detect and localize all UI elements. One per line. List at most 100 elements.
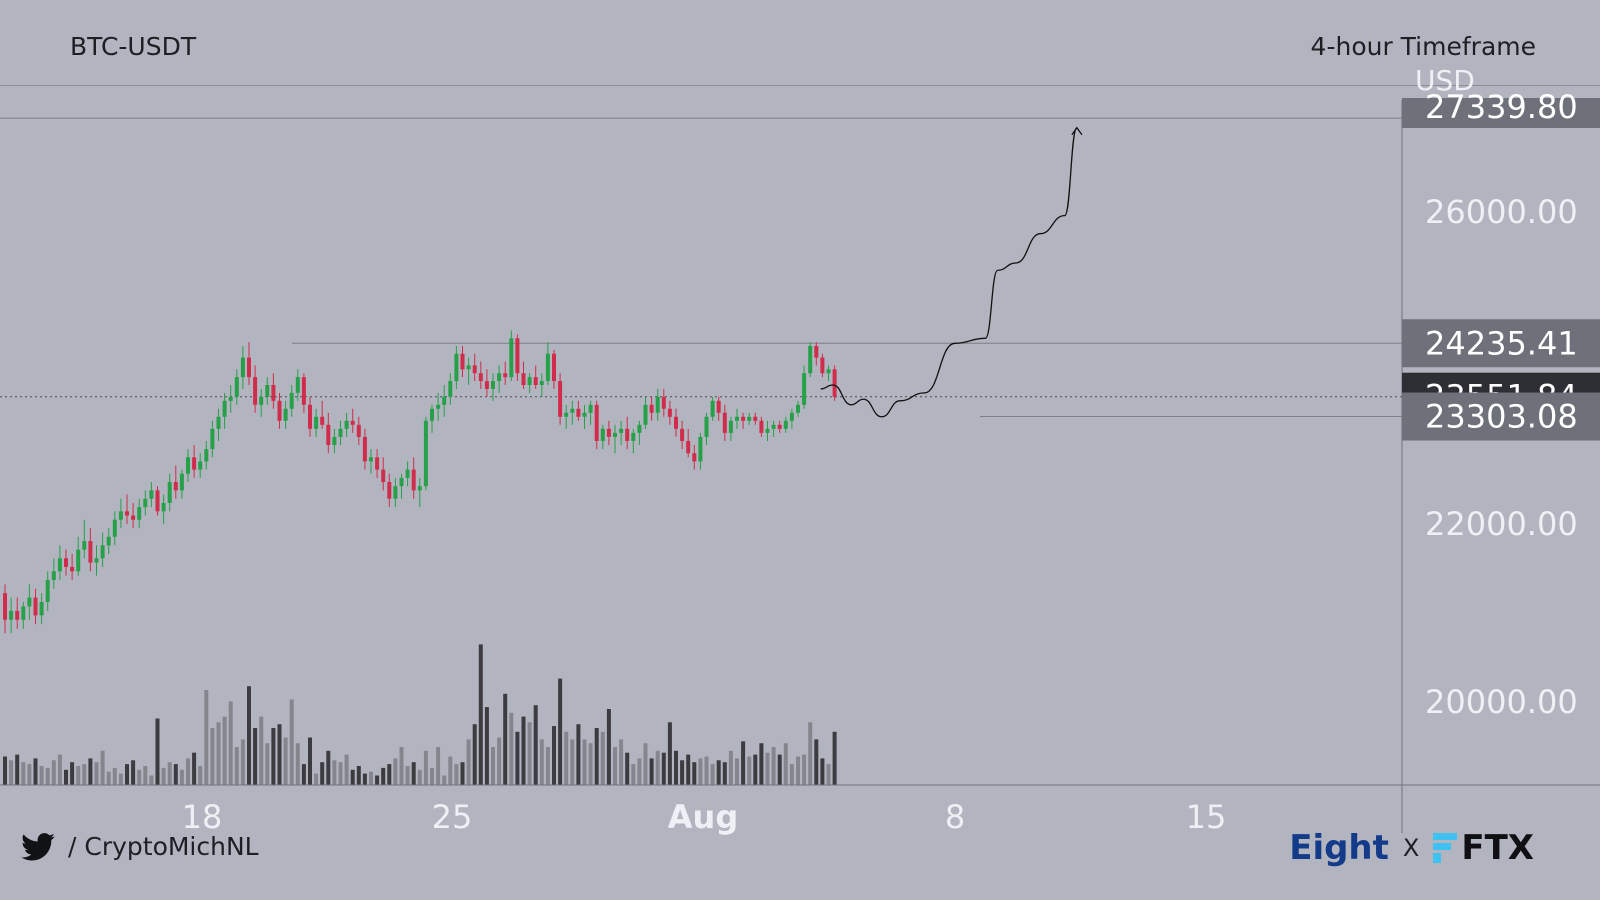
- candle-body: [594, 404, 599, 441]
- candle-body: [387, 482, 392, 499]
- candle-body: [564, 412, 569, 417]
- volume-bar: [722, 762, 727, 785]
- candle-body: [674, 416, 678, 429]
- volume-bar: [295, 743, 300, 785]
- candle-body: [796, 404, 800, 413]
- candle-body: [472, 365, 477, 374]
- volume-bar: [527, 722, 532, 785]
- eight-logo: Eight: [1289, 828, 1389, 868]
- candle-body: [240, 357, 245, 378]
- volume-bar: [27, 764, 32, 785]
- candle-body: [265, 384, 270, 397]
- y-tick-label: 20000.00: [1425, 683, 1578, 721]
- candle-body: [64, 558, 68, 567]
- volume-bar: [57, 754, 62, 785]
- candle-body: [375, 457, 380, 470]
- volume-bar: [186, 758, 190, 785]
- candle-body: [826, 369, 831, 374]
- candle-body: [216, 416, 221, 429]
- candle-body: [228, 396, 233, 401]
- candle-body: [33, 597, 38, 616]
- volume-bar: [143, 766, 148, 785]
- volume-bar: [692, 762, 697, 785]
- volume-bar: [698, 758, 703, 785]
- volume-bar: [259, 716, 264, 785]
- candle-body: [253, 377, 258, 405]
- volume-bar: [51, 760, 56, 785]
- candle-body: [320, 416, 325, 425]
- candle-body: [436, 404, 441, 409]
- x-ticks: 18 25 Aug 8 15: [182, 798, 1227, 836]
- volume-bar: [545, 747, 550, 785]
- volume-bar: [271, 728, 276, 785]
- candle-body: [631, 432, 636, 441]
- volume-bar: [478, 644, 483, 785]
- volume-bar: [350, 769, 355, 785]
- volume-bar: [783, 743, 788, 785]
- candle-body: [308, 404, 312, 429]
- candle-body: [832, 369, 837, 397]
- volume-bar: [716, 760, 721, 785]
- candle-body: [369, 457, 373, 462]
- candle-body: [558, 381, 563, 417]
- candle-body: [478, 373, 483, 382]
- candle-body: [149, 490, 154, 499]
- volume-bar: [759, 743, 764, 785]
- candle-body: [271, 384, 276, 401]
- candle-body: [21, 606, 26, 620]
- volume-bar: [161, 767, 166, 785]
- volume-bar: [436, 747, 441, 785]
- volume-bar: [118, 773, 123, 785]
- candle-body: [460, 353, 465, 370]
- volume-bar: [210, 728, 215, 785]
- twitter-handle-text: / CryptoMichNL: [68, 832, 259, 861]
- volume-bar: [369, 771, 373, 785]
- volume-bar: [332, 760, 337, 785]
- candle-body: [814, 345, 819, 358]
- ftx-mark-icon: [1433, 833, 1458, 863]
- candle-body: [381, 469, 386, 483]
- volume-bar: [277, 724, 282, 785]
- candle-body: [423, 420, 428, 487]
- volume-bar: [338, 762, 343, 785]
- ftx-logo: FTX: [1461, 828, 1534, 868]
- volume-bar: [179, 769, 184, 785]
- twitter-handle[interactable]: / CryptoMichNL: [20, 832, 259, 861]
- candle-body: [277, 400, 282, 421]
- candle-body: [448, 381, 453, 397]
- candle-body: [509, 338, 514, 378]
- volume-bar: [631, 764, 636, 785]
- volume-bar: [15, 754, 20, 785]
- candle-body: [728, 420, 733, 433]
- candle-body: [545, 353, 550, 382]
- volume-bar: [789, 764, 794, 785]
- projection-arrowhead: [1071, 126, 1083, 136]
- volume-bar: [326, 750, 331, 785]
- volume-bar: [112, 767, 117, 785]
- volume-bar: [405, 766, 410, 785]
- volume-bar: [661, 752, 666, 785]
- volume-bar: [686, 754, 691, 785]
- volume-bar: [448, 756, 453, 785]
- volume-bar: [375, 775, 380, 785]
- candle-body: [552, 353, 556, 382]
- volume-bar: [570, 739, 575, 785]
- x-tick-label: 15: [1186, 798, 1227, 836]
- price-label-text: 27339.80: [1425, 88, 1578, 126]
- candle-body: [588, 404, 593, 413]
- volume-bar: [320, 762, 325, 785]
- volume-bar: [430, 767, 434, 785]
- candle-body: [484, 381, 489, 389]
- candle-body: [57, 558, 62, 572]
- price-label-bg: [1402, 392, 1600, 441]
- volume-bar: [802, 754, 807, 785]
- candle-body: [76, 549, 81, 572]
- volume-bar: [33, 758, 38, 785]
- x-tick-label: 18: [182, 798, 223, 836]
- volume-bar: [619, 739, 624, 785]
- candle-body: [247, 357, 251, 378]
- candle-body: [735, 416, 739, 421]
- y-ticks: 26000.00 22000.00 20000.00: [1425, 193, 1578, 721]
- volume-bar: [167, 762, 172, 785]
